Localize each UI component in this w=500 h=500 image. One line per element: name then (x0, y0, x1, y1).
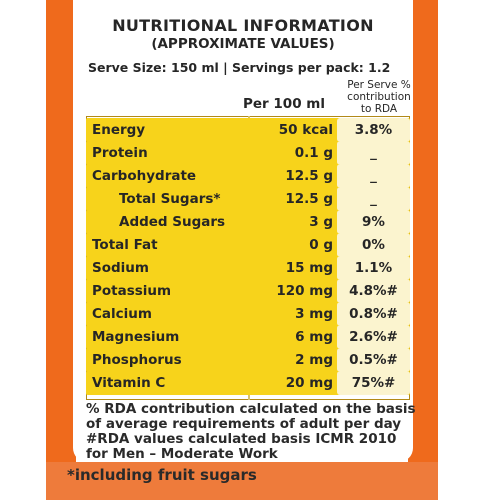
packaging-left-edge (46, 0, 76, 500)
nutrient-value: 3 g (309, 214, 333, 230)
nutrient-name: Vitamin C (92, 375, 166, 391)
table-row-carbohydrate: Carbohydrate _ 12.5 g (86, 164, 410, 188)
table-row-calcium: Calcium 0.8%# 3 mg (86, 302, 410, 326)
table-row-potassium: Potassium 4.8%# 120 mg (86, 279, 410, 303)
nutrient-rda: 2.6%# (337, 325, 410, 349)
nutrient-rda: 0.5%# (337, 348, 410, 372)
serve-size-line: Serve Size: 150 ml | Servings per pack: … (88, 60, 391, 75)
nutrient-rda: _ (337, 187, 410, 211)
nutrient-value: 12.5 g (285, 168, 333, 184)
nutrient-rda: 1.1% (337, 256, 410, 280)
table-row-sodium: Sodium 1.1% 15 mg (86, 256, 410, 280)
nutrient-rda: 0% (337, 233, 410, 257)
table-row-phosphorus: Phosphorus 0.5%# 2 mg (86, 348, 410, 372)
nutrient-rda: _ (337, 141, 410, 165)
nutrient-value: 0.1 g (294, 145, 333, 161)
rda-notes: % RDA contribution calculated on the bas… (86, 402, 416, 462)
nutrient-name: Total Fat (92, 237, 158, 253)
rda-note-icmr: #RDA values calculated basis ICMR 2010 f… (86, 431, 397, 462)
label-title: NUTRITIONAL INFORMATION (112, 16, 374, 35)
nutrient-value: 20 mg (285, 375, 333, 391)
nutrient-name: Calcium (92, 306, 152, 322)
nutrient-value: 6 mg (295, 329, 333, 345)
nutrient-value: 50 kcal (278, 122, 333, 138)
column-header-rda: Per Serve % contribution to RDA (347, 79, 411, 115)
nutrient-name: Energy (92, 122, 146, 138)
nutrient-name: Protein (92, 145, 148, 161)
column-header-per-100ml: Per 100 ml (243, 96, 325, 112)
label-subtitle: (APPROXIMATE VALUES) (151, 36, 335, 52)
nutrient-rda: 3.8% (337, 118, 410, 142)
nutrient-rda: 9% (337, 210, 410, 234)
nutrient-rda: _ (337, 164, 410, 188)
nutrient-value: 12.5 g (285, 191, 333, 207)
nutrient-name: Sodium (92, 260, 149, 276)
table-row-added-sugars: Added Sugars 9% 3 g (86, 210, 410, 234)
nutrient-value: 120 mg (276, 283, 333, 299)
nutrient-name: Added Sugars (119, 214, 226, 230)
nutrient-rda: 0.8%# (337, 302, 410, 326)
table-row-vitamin-c: Vitamin C 75%# 20 mg (86, 371, 410, 395)
sugar-footnote: *including fruit sugars (67, 466, 257, 484)
table-row-energy: Energy 3.8% 50 kcal (86, 118, 410, 142)
nutrient-value: 15 mg (285, 260, 333, 276)
nutrient-rda: 4.8%# (337, 279, 410, 303)
nutrient-name: Carbohydrate (92, 168, 197, 184)
packaging-footer-strip (46, 462, 438, 500)
nutrient-rda: 75%# (337, 371, 410, 395)
nutrient-value: 3 mg (295, 306, 333, 322)
nutrient-name: Magnesium (92, 329, 180, 345)
nutrient-name: Total Sugars* (119, 191, 221, 207)
table-row-total-sugars: Total Sugars* _ 12.5 g (86, 187, 410, 211)
table-row-magnesium: Magnesium 2.6%# 6 mg (86, 325, 410, 349)
nutrient-value: 0 g (309, 237, 333, 253)
nutrient-name: Phosphorus (92, 352, 182, 368)
nutrient-value: 2 mg (295, 352, 333, 368)
rda-note-basis: % RDA contribution calculated on the bas… (86, 401, 416, 432)
nutrient-name: Potassium (92, 283, 172, 299)
table-row-protein: Protein _ 0.1 g (86, 141, 410, 165)
packaging-right-edge (408, 0, 438, 500)
table-row-total-fat: Total Fat 0% 0 g (86, 233, 410, 257)
